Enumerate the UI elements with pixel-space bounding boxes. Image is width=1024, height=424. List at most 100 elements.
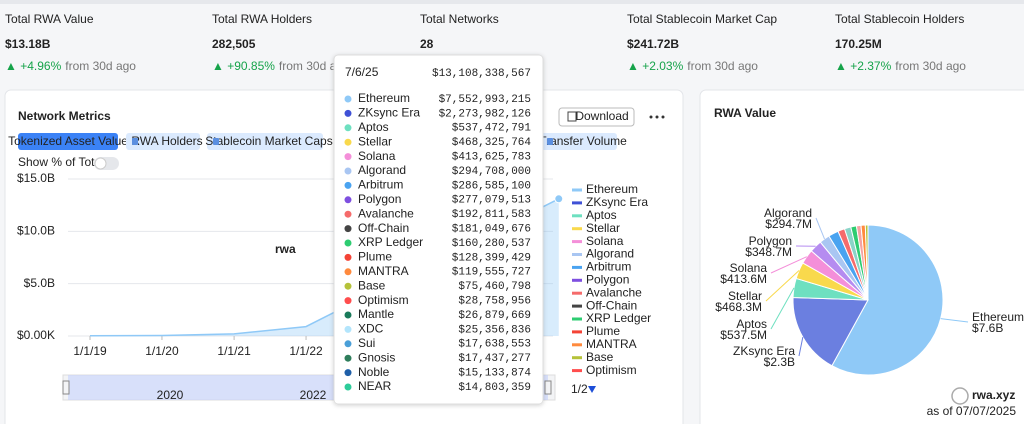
tooltip-dot: [344, 325, 352, 333]
hover-point: [554, 194, 564, 204]
tooltip-dot: [344, 282, 352, 290]
pager-down[interactable]: [588, 386, 596, 393]
change-period: from 30d ago: [687, 59, 758, 73]
tab[interactable]: [18, 133, 118, 150]
tooltip-value: $294,708,000: [452, 166, 531, 178]
legend-label[interactable]: Base: [586, 350, 614, 364]
tooltip-value: $17,437,277: [458, 353, 531, 365]
stat-value: $13.18B: [5, 37, 51, 51]
tooltip-dot: [344, 297, 352, 305]
change-period: from 30d ago: [895, 59, 966, 73]
download-button[interactable]: [558, 107, 635, 127]
tooltip-dot: [344, 167, 352, 175]
pie-watermark: rwa.xyz: [972, 388, 1015, 402]
tooltip-name: Stellar: [358, 134, 392, 148]
legend-label[interactable]: Avalanche: [586, 285, 642, 299]
tooltip-value: $26,879,669: [458, 310, 531, 322]
as-of: as of 07/07/2025: [927, 404, 1017, 418]
lock-icon: [132, 138, 138, 145]
watermark: rwa: [275, 242, 296, 256]
stat-value: 282,505: [212, 37, 256, 51]
legend-label[interactable]: Stellar: [586, 221, 620, 235]
pie-slice[interactable]: [864, 224, 869, 301]
legend-swatch: [572, 278, 582, 282]
tooltip: [333, 54, 544, 405]
tooltip-name: Polygon: [358, 192, 401, 206]
legend-label[interactable]: Off-Chain: [586, 298, 637, 312]
tooltip-name: ZKsync Era: [358, 106, 420, 120]
tooltip-dot: [344, 124, 352, 132]
tooltip-value: $468,325,764: [452, 137, 532, 149]
tooltip-name: Gnosis: [358, 350, 395, 364]
tab-label: Tokenized Asset Value: [8, 134, 128, 148]
tooltip-value: $7,552,993,215: [439, 94, 531, 106]
tab[interactable]: [207, 133, 323, 150]
legend-swatch: [572, 369, 582, 373]
pie-label: Polygon: [749, 234, 792, 248]
pie-title: RWA Value: [714, 106, 776, 120]
change-period: from 30d ago: [65, 59, 136, 73]
tooltip-dot: [344, 181, 352, 189]
legend-swatch: [572, 343, 582, 347]
tooltip-value: $160,280,537: [452, 238, 531, 250]
stat-label: Total RWA Value: [5, 12, 94, 26]
tab[interactable]: [541, 133, 617, 150]
tooltip-name: Noble: [358, 365, 390, 379]
tooltip-value: $2,273,982,126: [439, 108, 531, 120]
legend-label[interactable]: XRP Ledger: [586, 311, 651, 325]
tooltip-name: Off-Chain: [358, 221, 409, 235]
tooltip-name: Mantle: [358, 307, 394, 321]
legend-label[interactable]: Polygon: [586, 272, 629, 286]
tooltip-name: Solana: [358, 149, 396, 163]
pie-label: Ethereum: [972, 310, 1024, 324]
x-tick-label: 1/1/20: [145, 344, 179, 358]
pie-value-label: $2.3B: [764, 355, 795, 369]
tooltip-dot: [344, 109, 352, 117]
watermark-icon: [951, 387, 969, 405]
stat-change: ▲ +90.85% from 30d ago: [212, 59, 350, 73]
pie-label: Stellar: [728, 289, 762, 303]
legend-label[interactable]: Ethereum: [586, 182, 638, 196]
legend-swatch: [572, 214, 582, 218]
pie-value-label: $348.7M: [745, 245, 792, 259]
pie-label: Solana: [730, 261, 768, 275]
menu-dot: [661, 115, 665, 119]
legend-label[interactable]: Aptos: [586, 208, 617, 222]
top-strip: [0, 0, 1024, 4]
stat-change: ▲ +2.37% from 30d ago: [835, 59, 966, 73]
tooltip-value: $413,625,783: [452, 152, 531, 164]
leader-line: [798, 337, 804, 357]
navigator-handle[interactable]: [544, 380, 552, 395]
stat-change: ▲ +4.96% from 30d ago: [5, 59, 136, 73]
legend-label[interactable]: Plume: [586, 324, 620, 338]
pie-label: ZKsync Era: [733, 344, 795, 358]
legend-pager[interactable]: 1/2: [571, 382, 588, 396]
tooltip-name: Avalanche: [358, 206, 414, 220]
pie-value-label: $7.6B: [972, 321, 1003, 335]
legend-label[interactable]: MANTRA: [586, 337, 637, 351]
change-value: ▲ +2.37%: [835, 59, 892, 73]
tooltip-value: $28,758,956: [458, 296, 531, 308]
tooltip-value: $75,460,798: [458, 281, 531, 293]
navigator-handle[interactable]: [62, 380, 70, 395]
legend-swatch: [572, 356, 582, 360]
tooltip-dot: [344, 311, 352, 319]
pie-slice[interactable]: [831, 224, 944, 376]
tooltip-total: $13,108,338,567: [432, 68, 531, 80]
pie-label: Aptos: [736, 317, 767, 331]
y-tick-label: $10.0B: [17, 224, 55, 238]
tab[interactable]: [126, 133, 200, 150]
tooltip-name: XRP Ledger: [358, 235, 423, 249]
legend-label[interactable]: ZKsync Era: [586, 195, 648, 209]
legend-label[interactable]: Algorand: [586, 247, 634, 261]
tooltip-name: Arbitrum: [358, 178, 403, 192]
legend-label[interactable]: Optimism: [586, 363, 637, 377]
leader-line: [815, 217, 825, 240]
toggle-knob: [94, 157, 107, 170]
change-value: ▲ +2.03%: [627, 59, 684, 73]
legend-label[interactable]: Solana: [586, 234, 624, 248]
x-tick-label: 1/1/22: [289, 344, 323, 358]
tab-label: RWA Holders: [131, 134, 202, 148]
legend-label[interactable]: Arbitrum: [586, 260, 631, 274]
stat-label: Total Networks: [420, 12, 499, 26]
